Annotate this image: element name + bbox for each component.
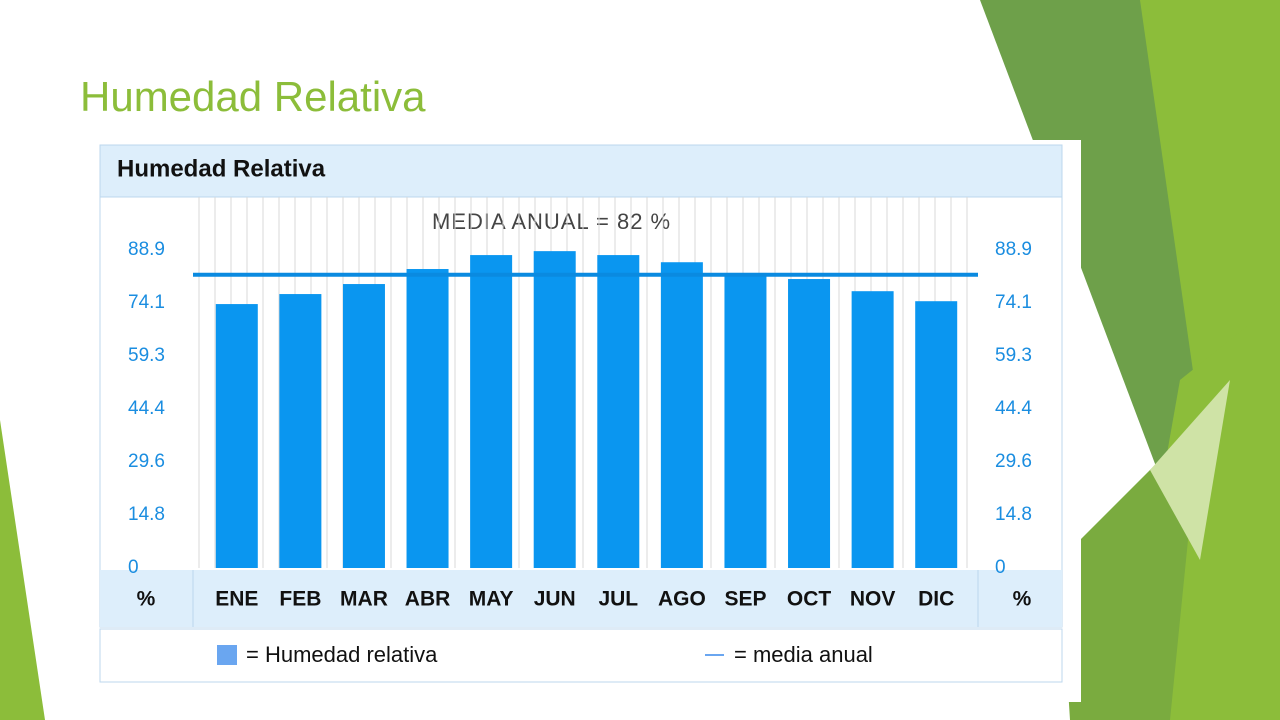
y-tick-label: 88.9 bbox=[128, 239, 165, 260]
bar bbox=[279, 294, 322, 568]
bar bbox=[342, 284, 385, 568]
bar bbox=[788, 279, 831, 568]
x-tick-label: NOV bbox=[850, 588, 896, 611]
bar bbox=[851, 291, 894, 568]
y-tick-label: 14.8 bbox=[128, 504, 165, 525]
annotation: MEDIA ANUAL = 82 % bbox=[432, 209, 671, 234]
slide-title: Humedad Relativa bbox=[80, 73, 426, 120]
plot-frame bbox=[99, 196, 1063, 628]
y2-tick-label: 29.6 bbox=[995, 451, 1032, 472]
bar bbox=[533, 251, 576, 568]
y2-unit: % bbox=[1013, 588, 1032, 611]
y2-tick-label: 14.8 bbox=[995, 504, 1032, 525]
bar bbox=[406, 269, 449, 568]
bar bbox=[470, 255, 513, 568]
x-tick-label: ABR bbox=[405, 588, 451, 611]
y-unit: % bbox=[137, 588, 156, 611]
y2-tick-label: 59.3 bbox=[995, 345, 1032, 366]
x-tick-label: SEP bbox=[724, 588, 766, 611]
bar bbox=[215, 304, 258, 568]
decor bbox=[980, 0, 1210, 530]
x-tick-label: MAY bbox=[469, 588, 514, 611]
x-tick-label: ENE bbox=[215, 588, 258, 611]
legend-label: = media anual bbox=[734, 642, 873, 667]
decor bbox=[1140, 0, 1280, 420]
y2-tick-label: 74.1 bbox=[995, 292, 1032, 313]
y2-tick-label: 88.9 bbox=[995, 239, 1032, 260]
x-tick-label: JUL bbox=[598, 588, 638, 611]
x-tick-label: FEB bbox=[279, 588, 321, 611]
chart-title: Humedad Relativa bbox=[117, 155, 326, 182]
y-tick-label: 74.1 bbox=[128, 292, 165, 313]
bar bbox=[660, 262, 703, 568]
bar bbox=[597, 255, 640, 568]
x-tick-label: OCT bbox=[787, 588, 832, 611]
chart-header bbox=[99, 144, 1063, 198]
y2-tick-label: 44.4 bbox=[995, 398, 1032, 419]
x-tick-label: JUN bbox=[534, 588, 576, 611]
y-tick-label: 0 bbox=[128, 557, 139, 578]
legend-box bbox=[99, 628, 1063, 683]
x-tick-label: AGO bbox=[658, 588, 706, 611]
bar bbox=[915, 301, 958, 568]
legend-swatch bbox=[217, 645, 237, 665]
decor bbox=[1150, 380, 1230, 560]
x-tick-label: DIC bbox=[918, 588, 954, 611]
x-tick-label: MAR bbox=[340, 588, 388, 611]
legend-label: = Humedad relativa bbox=[246, 642, 438, 667]
category-band bbox=[100, 570, 1062, 627]
decor bbox=[0, 420, 45, 720]
bar bbox=[724, 272, 767, 568]
y-tick-label: 44.4 bbox=[128, 398, 165, 419]
y-tick-label: 59.3 bbox=[128, 345, 165, 366]
y2-tick-label: 0 bbox=[995, 557, 1006, 578]
y-tick-label: 29.6 bbox=[128, 451, 165, 472]
